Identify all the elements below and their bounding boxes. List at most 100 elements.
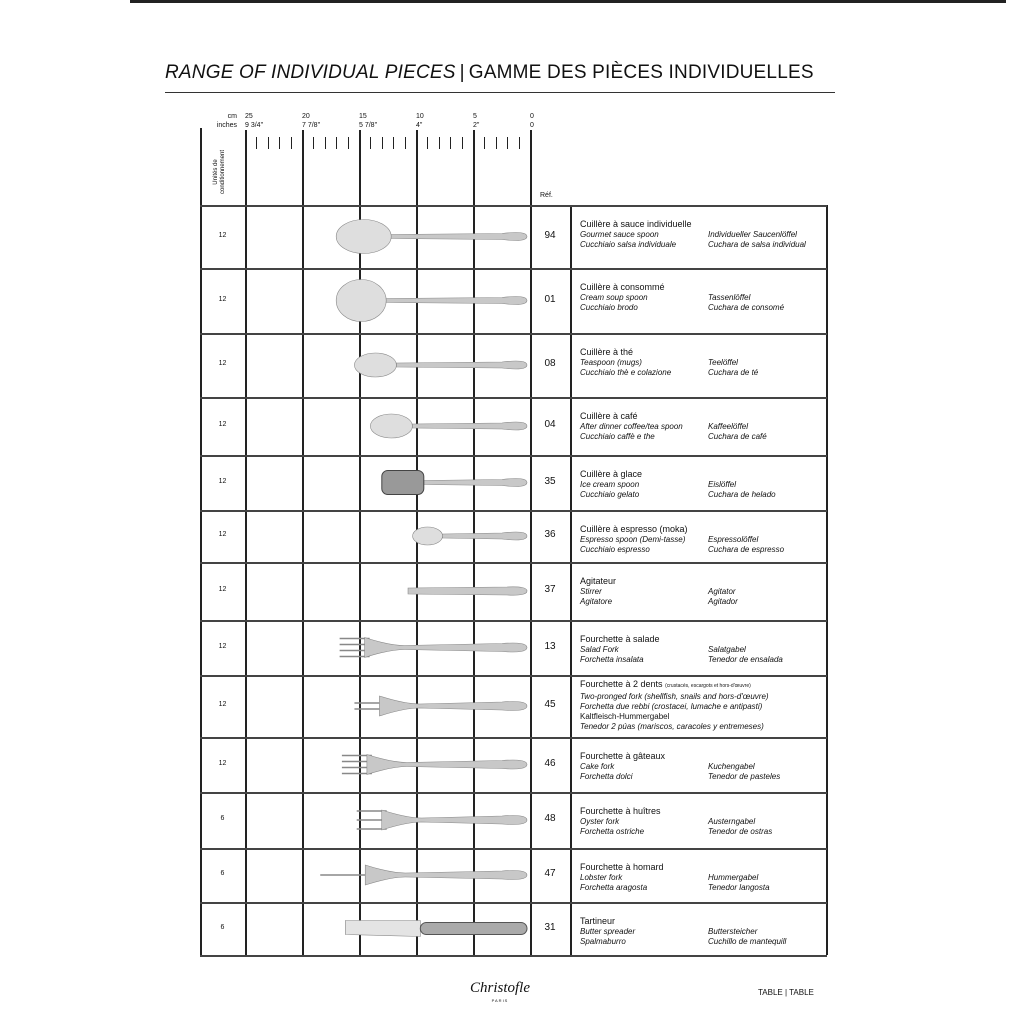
table-left-border [200,128,202,955]
name-fr-text: Tartineur [580,916,616,926]
ruler-minor-tick [267,137,269,149]
name-fr: Cuillère à sauce individuelle [580,219,825,229]
name-fr: Cuillère à café [580,411,825,421]
name-translations: Stirrer Agitator Agitatore Agitador [580,587,825,607]
name-it: Forchetta dolci [580,772,633,781]
units-value: 12 [218,360,227,367]
name-translations: Gourmet sauce spoon Individueller Saucenl… [580,230,825,250]
ruler-minor-tick [438,137,440,149]
spreader-image [345,920,528,937]
fork-image [339,637,528,658]
name-es: Tenedor langosta [708,883,770,892]
name-translations: Ice cream spoon Eislöffel Cucchiaio gelato… [580,480,825,500]
name-translations: Cake fork Kuchengabel Forchetta dolci Tened… [580,762,825,782]
ruler-minor-tick [336,137,338,149]
cm-tick-label: 0 [530,113,534,120]
name-es: Cuchara de salsa individual [708,240,806,249]
name-es: Cuchillo de mantequill [708,937,787,946]
name-es: Cuchara de consomé [708,303,785,312]
cm-tick-label: 15 [359,113,367,120]
two-prong-fork-image [354,695,528,717]
spoon-image [354,352,528,378]
name-de: Teelöffel [708,358,738,367]
name-de: Kaffeelöffel [708,422,749,431]
name-en: After dinner coffee/tea spoon [580,422,683,431]
units-value: 12 [218,531,227,538]
brand-sub: PARIS [491,998,509,1003]
name-fr-text: Cuillère à thé [580,347,634,357]
soup-spoon-image [335,279,528,322]
inch-tick-label: 2" [473,122,480,129]
section-footer: TABLE | TABLE [758,988,814,997]
ruler-minor-tick [484,137,486,149]
name-line: Kaltfleisch-Hummergabel [580,712,670,721]
name-line: Tenedor 2 púas (mariscos, caracoles y en… [580,722,764,731]
inch-tick-label: 0 [530,122,534,129]
fork-image [341,754,528,775]
title-underline [165,92,835,93]
name-it: Forchetta ostriche [580,827,645,836]
units-value: 12 [218,701,227,708]
inch-tick-label: 5 7/8" [359,122,378,129]
ruler-minor-tick [404,137,406,149]
ref-number: 35 [544,475,556,487]
ref-number: 31 [544,921,556,933]
row-divider [200,675,827,677]
brand-logo: Christofle [470,980,531,996]
piece-description: Fourchette à 2 dents (crustacés, escargo… [580,679,825,732]
name-fr: Fourchette à 2 dents (crustacés, escargo… [580,679,825,691]
units-value: 12 [218,642,227,650]
name-fr-text: Cuillère à café [580,411,638,421]
inches-label: inches [216,122,237,129]
name-de: Tassenlöffel [708,293,751,302]
name-translations: After dinner coffee/tea spoon Kaffeelöffe… [580,422,825,442]
name-fr-text: Fourchette à homard [580,862,664,872]
ruler-major-line [302,130,304,955]
piece-description: Fourchette à homard Lobster fork Hummergab… [580,862,825,893]
units-value: 12 [218,477,227,485]
row-divider [200,455,827,457]
ref-number: 37 [544,584,556,595]
ruler-minor-tick [461,137,463,149]
piece-description: Cuillère à glace Ice cream spoon Eislöffel… [580,469,825,500]
name-fr: Cuillère à glace [580,469,825,479]
units-header: Unités de conditionnement [213,149,226,195]
ruler-minor-tick [347,137,349,149]
name-en: Stirrer [580,587,602,596]
name-es: Cuchara de café [708,432,767,441]
name-de: Hummergabel [708,873,759,882]
row-divider [200,397,827,399]
row-divider [200,562,827,564]
ref-header: Réf. [540,192,553,199]
name-it: Cucchiaio thè e colazione [580,368,672,377]
ruler-major-line [359,130,361,955]
name-fr: Cuillère à espresso (moka) [580,524,825,534]
ref-number: 01 [544,293,556,305]
ruler-major-line [245,130,247,955]
units-value: 12 [218,759,227,767]
inch-tick-label: 9 3/4" [245,122,264,129]
name-de: Buttersteicher [708,927,758,936]
units-value: 6 [220,870,225,877]
ruler-minor-tick [507,137,509,149]
name-it: Cucchiaio salsa individuale [580,240,677,249]
name-it: Cucchiaio espresso [580,545,650,554]
ref-number: 94 [544,229,556,241]
units-value: 6 [220,815,225,822]
ruler-minor-tick [313,137,315,149]
piece-description: Fourchette à salade Salad Fork Salatgabel F… [580,634,825,665]
piece-description: Fourchette à huîtres Oyster fork Austernga… [580,806,825,837]
name-es: Agitador [708,597,738,606]
name-fr-text: Fourchette à huîtres [580,806,661,816]
spoon-image [412,526,528,546]
ref-number: 45 [544,699,556,710]
ref-number: 48 [544,813,556,824]
name-de: Individueller Saucenlöffel [708,230,797,239]
desc-left-border [570,205,572,955]
name-fr: Cuillère à consommé [580,282,825,292]
name-fr-text: Fourchette à 2 dents [580,679,663,689]
ref-number: 36 [544,529,556,540]
name-en: Espresso spoon (Demi-tasse) [580,535,686,544]
ref-number: 04 [544,419,556,430]
name-fr-text: Cuillère à glace [580,469,643,479]
